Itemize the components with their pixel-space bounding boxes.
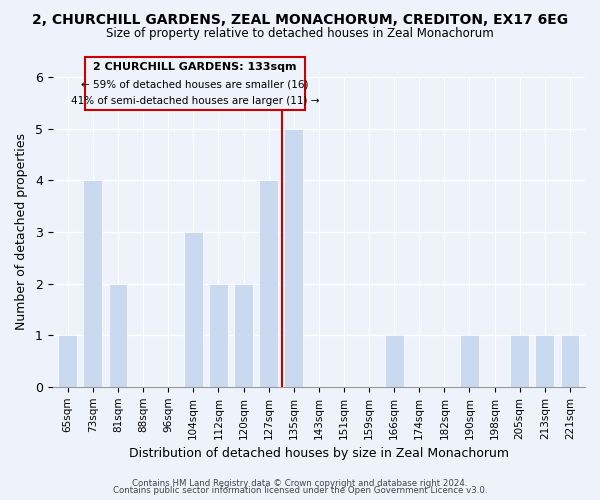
- Text: 2, CHURCHILL GARDENS, ZEAL MONACHORUM, CREDITON, EX17 6EG: 2, CHURCHILL GARDENS, ZEAL MONACHORUM, C…: [32, 12, 568, 26]
- Bar: [184, 232, 203, 387]
- Bar: [385, 335, 404, 387]
- Text: Size of property relative to detached houses in Zeal Monachorum: Size of property relative to detached ho…: [106, 28, 494, 40]
- Bar: [58, 335, 77, 387]
- Bar: [209, 284, 228, 387]
- X-axis label: Distribution of detached houses by size in Zeal Monachorum: Distribution of detached houses by size …: [129, 447, 509, 460]
- Bar: [109, 284, 127, 387]
- Bar: [83, 180, 102, 387]
- Bar: [560, 335, 580, 387]
- Bar: [284, 128, 303, 387]
- Text: ← 59% of detached houses are smaller (16): ← 59% of detached houses are smaller (16…: [81, 80, 308, 90]
- Text: Contains public sector information licensed under the Open Government Licence v3: Contains public sector information licen…: [113, 486, 487, 495]
- Bar: [259, 180, 278, 387]
- Bar: [510, 335, 529, 387]
- Bar: [535, 335, 554, 387]
- Bar: [234, 284, 253, 387]
- Bar: [460, 335, 479, 387]
- Text: 2 CHURCHILL GARDENS: 133sqm: 2 CHURCHILL GARDENS: 133sqm: [93, 62, 296, 72]
- FancyBboxPatch shape: [85, 58, 305, 110]
- Text: 41% of semi-detached houses are larger (11) →: 41% of semi-detached houses are larger (…: [71, 96, 319, 106]
- Text: Contains HM Land Registry data © Crown copyright and database right 2024.: Contains HM Land Registry data © Crown c…: [132, 478, 468, 488]
- Y-axis label: Number of detached properties: Number of detached properties: [15, 134, 28, 330]
